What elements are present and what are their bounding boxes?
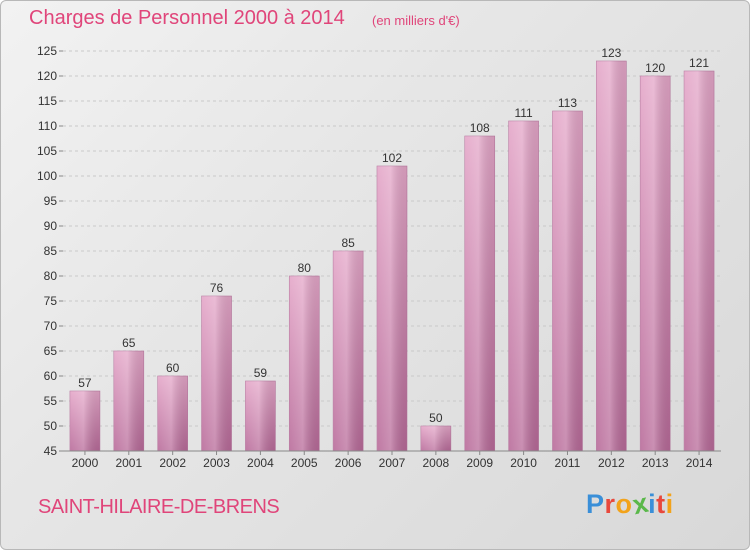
y-tick-label: 65	[44, 344, 58, 358]
y-tick-label: 75	[44, 294, 58, 308]
x-tick-label: 2011	[555, 456, 581, 470]
data-label: 57	[78, 376, 92, 390]
logo-letter: P	[586, 489, 605, 519]
x-tick-label: 2002	[159, 456, 186, 470]
bar-sheen	[596, 61, 627, 451]
y-tick-label: 115	[38, 94, 57, 108]
commune-name: SAINT-HILAIRE-DE-BRENS	[38, 496, 280, 518]
y-tick-label: 45	[44, 444, 58, 458]
data-label: 76	[210, 281, 224, 295]
x-tick-label: 2006	[335, 456, 362, 470]
proxiti-logo[interactable]: Proxiti	[586, 488, 674, 521]
x-tick-label: 2000	[72, 456, 99, 470]
data-label: 108	[470, 121, 490, 135]
y-tick-label: 125	[37, 44, 57, 58]
y-tick-label: 90	[44, 219, 58, 233]
x-tick-label: 2003	[203, 456, 230, 470]
data-label: 102	[382, 151, 402, 165]
logo-letter: o	[615, 489, 633, 519]
bar-sheen	[113, 351, 144, 451]
x-tick-label: 2005	[291, 456, 318, 470]
chart-title: Charges de Personnel 2000 à 2014	[29, 7, 345, 29]
bar-sheen	[508, 121, 539, 451]
x-tick-label: 2008	[423, 456, 450, 470]
y-tick-label: 80	[44, 269, 58, 283]
bar-sheen	[640, 76, 671, 451]
y-tick-label: 55	[44, 394, 58, 408]
y-tick-label: 105	[37, 144, 57, 158]
logo-letter: i	[648, 489, 657, 519]
y-axis-tick-labels: 45 50 55 60 65 70 75 80 85 90 95 100 105 110 115 120 125	[37, 44, 57, 458]
x-tick-label: 2007	[379, 456, 406, 470]
x-tick-label: 2013	[642, 456, 669, 470]
chart-subtitle: (en milliers d'€)	[372, 13, 460, 28]
y-tick-label: 110	[38, 119, 57, 133]
x-tick-label: 2010	[510, 456, 537, 470]
bar-sheen	[420, 426, 451, 451]
data-labels: 57 65 60 76 59 80 85 102 50 108 111 113 123 120 121	[78, 46, 709, 425]
data-label: 59	[254, 366, 268, 380]
logo-letter: i	[665, 489, 674, 519]
bar-sheen	[289, 276, 320, 451]
bar-sheen	[157, 376, 188, 451]
data-label: 120	[645, 61, 665, 75]
data-label: 60	[166, 361, 180, 375]
y-tick-label: 70	[44, 319, 58, 333]
bar-sheen	[245, 381, 276, 451]
x-axis-tick-labels: 2000 2001 2002 2003 2004 2005 2006 2007 2008 2009…	[72, 451, 713, 470]
x-tick-label: 2014	[686, 456, 713, 470]
bar-sheen	[684, 71, 715, 451]
x-tick-label: 2004	[247, 456, 274, 470]
bar-sheen	[333, 251, 364, 451]
bar-sheen	[69, 391, 100, 451]
y-tick-label: 50	[44, 419, 58, 433]
data-label: 85	[341, 236, 355, 250]
y-tick-label: 60	[44, 369, 58, 383]
y-tick-label: 100	[37, 169, 57, 183]
data-label: 123	[601, 46, 621, 60]
bar-sheen	[201, 296, 232, 451]
logo-letter: t	[656, 489, 666, 519]
y-tick-label: 120	[37, 69, 57, 83]
bar-sheen	[377, 166, 407, 451]
y-tick-label: 85	[44, 244, 58, 258]
data-label: 50	[429, 411, 443, 425]
data-label: 113	[558, 96, 577, 110]
data-label: 80	[298, 261, 312, 275]
data-label: 111	[514, 106, 533, 120]
bar-sheen	[464, 136, 495, 451]
data-label: 121	[689, 56, 709, 70]
x-tick-label: 2009	[466, 456, 493, 470]
y-tick-label: 95	[44, 194, 58, 208]
bar-sheen	[552, 111, 583, 451]
bars	[69, 60, 715, 452]
x-tick-label: 2001	[115, 456, 142, 470]
data-label: 65	[122, 336, 136, 350]
logo-letter: r	[604, 489, 616, 519]
x-tick-label: 2012	[598, 456, 625, 470]
